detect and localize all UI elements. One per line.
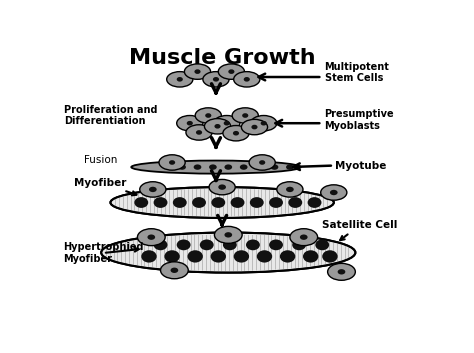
Ellipse shape xyxy=(224,121,230,126)
Ellipse shape xyxy=(196,130,202,135)
Ellipse shape xyxy=(164,250,180,263)
Ellipse shape xyxy=(292,239,306,250)
Ellipse shape xyxy=(186,125,212,140)
Ellipse shape xyxy=(228,69,235,74)
Ellipse shape xyxy=(251,125,257,129)
Ellipse shape xyxy=(161,262,188,279)
Ellipse shape xyxy=(321,185,347,200)
Ellipse shape xyxy=(308,197,321,208)
Ellipse shape xyxy=(209,179,235,195)
Ellipse shape xyxy=(169,160,175,165)
Ellipse shape xyxy=(250,197,264,208)
Text: Muscle Growth: Muscle Growth xyxy=(129,48,316,68)
Ellipse shape xyxy=(101,233,356,273)
Ellipse shape xyxy=(257,250,272,263)
Ellipse shape xyxy=(134,197,148,208)
Ellipse shape xyxy=(192,197,206,208)
Ellipse shape xyxy=(112,188,333,217)
Ellipse shape xyxy=(140,182,166,197)
Ellipse shape xyxy=(214,226,242,243)
Ellipse shape xyxy=(102,234,354,271)
Ellipse shape xyxy=(211,197,225,208)
Ellipse shape xyxy=(261,121,267,126)
Ellipse shape xyxy=(322,250,337,263)
Ellipse shape xyxy=(337,269,346,275)
Text: Fusion: Fusion xyxy=(83,155,117,165)
Ellipse shape xyxy=(330,190,337,195)
Ellipse shape xyxy=(141,250,157,263)
Ellipse shape xyxy=(271,164,278,170)
Ellipse shape xyxy=(300,234,308,240)
Ellipse shape xyxy=(219,184,226,190)
Ellipse shape xyxy=(110,187,334,218)
Ellipse shape xyxy=(188,250,203,263)
Ellipse shape xyxy=(147,234,155,240)
Ellipse shape xyxy=(328,263,356,280)
Ellipse shape xyxy=(167,72,193,87)
Ellipse shape xyxy=(194,69,201,74)
Ellipse shape xyxy=(231,197,245,208)
Ellipse shape xyxy=(177,77,183,82)
Ellipse shape xyxy=(233,131,239,136)
Text: Satellite Cell: Satellite Cell xyxy=(322,220,398,240)
Ellipse shape xyxy=(280,250,295,263)
Ellipse shape xyxy=(178,164,186,170)
Ellipse shape xyxy=(251,115,277,131)
Ellipse shape xyxy=(234,250,249,263)
Ellipse shape xyxy=(277,182,303,197)
Ellipse shape xyxy=(177,115,203,131)
Ellipse shape xyxy=(269,239,283,250)
Ellipse shape xyxy=(315,239,329,250)
Ellipse shape xyxy=(213,77,219,82)
Ellipse shape xyxy=(204,119,231,134)
Ellipse shape xyxy=(223,126,249,141)
Ellipse shape xyxy=(288,197,302,208)
Text: Hypertrophied
Myofiber: Hypertrophied Myofiber xyxy=(63,242,143,264)
Ellipse shape xyxy=(242,113,248,118)
Text: Multipotent
Stem Cells: Multipotent Stem Cells xyxy=(325,61,390,83)
Ellipse shape xyxy=(286,164,294,170)
Ellipse shape xyxy=(241,119,267,135)
Ellipse shape xyxy=(269,197,283,208)
Ellipse shape xyxy=(154,197,167,208)
Ellipse shape xyxy=(194,164,201,170)
Ellipse shape xyxy=(240,164,247,170)
Ellipse shape xyxy=(232,108,258,123)
Ellipse shape xyxy=(195,108,221,123)
Ellipse shape xyxy=(159,155,185,170)
Ellipse shape xyxy=(259,160,265,165)
Ellipse shape xyxy=(249,155,275,170)
Ellipse shape xyxy=(219,64,245,79)
Text: Presumptive
Myoblasts: Presumptive Myoblasts xyxy=(325,109,394,131)
Ellipse shape xyxy=(154,239,167,250)
Ellipse shape xyxy=(223,239,237,250)
Ellipse shape xyxy=(244,77,250,82)
Ellipse shape xyxy=(209,164,217,170)
Ellipse shape xyxy=(210,250,226,263)
Ellipse shape xyxy=(290,229,318,246)
Ellipse shape xyxy=(246,239,260,250)
Ellipse shape xyxy=(184,64,210,79)
Ellipse shape xyxy=(225,232,232,238)
Ellipse shape xyxy=(177,239,191,250)
Ellipse shape xyxy=(255,164,263,170)
Ellipse shape xyxy=(171,268,178,273)
Text: Myofiber: Myofiber xyxy=(74,178,137,195)
Text: Proliferation and
Differentiation: Proliferation and Differentiation xyxy=(64,105,158,126)
Text: Myotube: Myotube xyxy=(335,161,387,170)
Ellipse shape xyxy=(173,197,187,208)
Ellipse shape xyxy=(303,250,319,263)
Ellipse shape xyxy=(214,115,240,131)
Ellipse shape xyxy=(203,72,229,87)
Ellipse shape xyxy=(205,113,211,118)
Ellipse shape xyxy=(225,164,232,170)
Ellipse shape xyxy=(214,124,220,128)
Ellipse shape xyxy=(149,187,157,192)
Ellipse shape xyxy=(137,229,165,246)
Ellipse shape xyxy=(234,72,260,87)
Ellipse shape xyxy=(200,239,214,250)
Ellipse shape xyxy=(286,187,294,192)
Ellipse shape xyxy=(131,161,301,174)
Ellipse shape xyxy=(187,121,193,126)
